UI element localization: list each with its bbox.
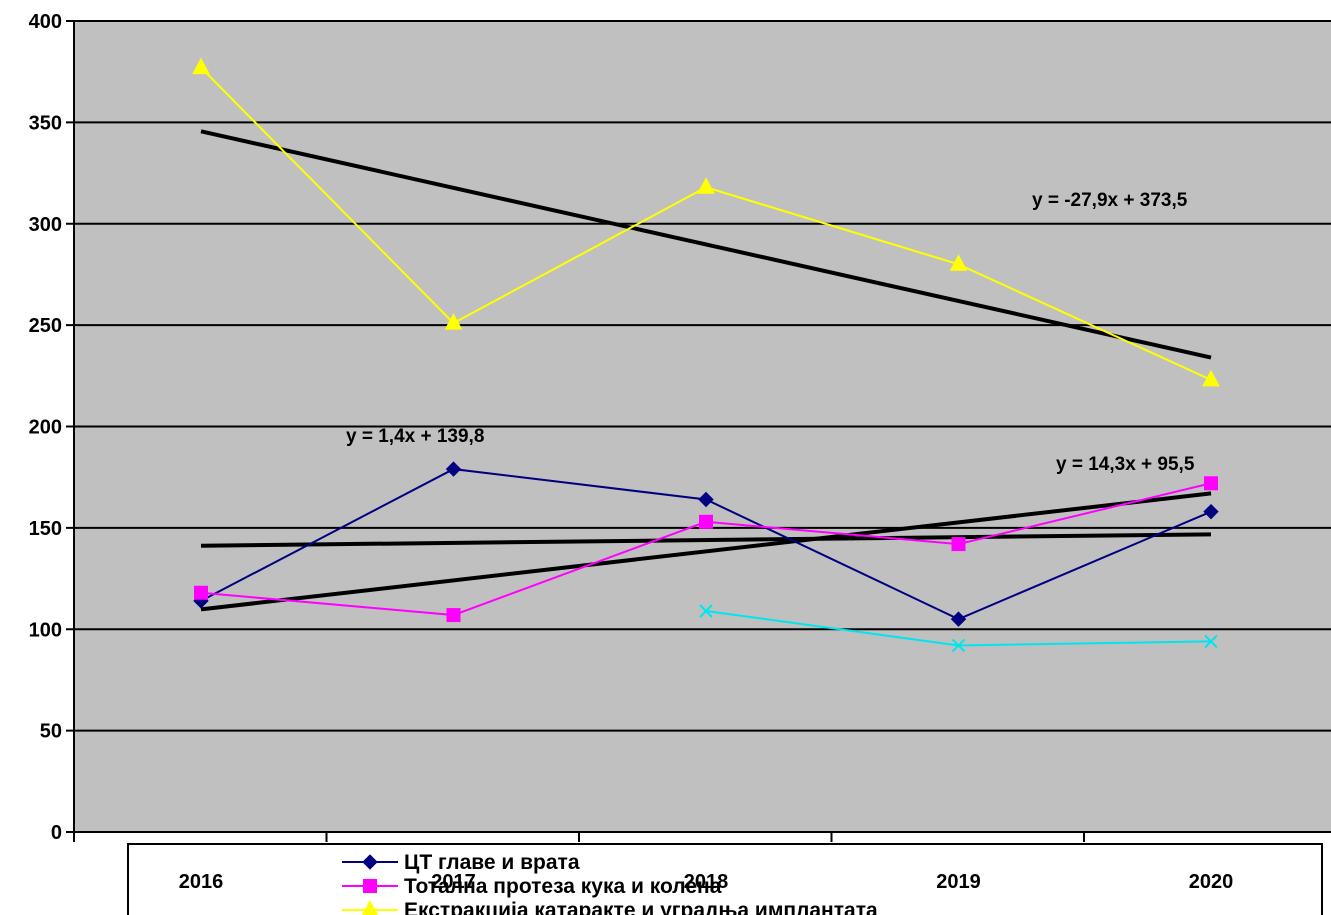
marker-s3-2019: [951, 638, 966, 653]
trendline-equation-1: y = 1,4x + 139,8: [346, 426, 484, 447]
series-markers: [192, 57, 1220, 653]
y-tick-label-250: 250: [29, 315, 62, 337]
trendlines: [200, 129, 1212, 612]
x-tick-label-overlay-2020: 2020: [1189, 871, 1234, 893]
trendline-2: [200, 491, 1212, 612]
legend-label-1: Тотална протеза кука и колена: [404, 875, 722, 898]
marker-s1-2019: [951, 537, 966, 552]
marker-s0-2017: [445, 461, 462, 477]
marker-s0-2018: [698, 491, 714, 508]
axes: [66, 21, 1331, 842]
marker-s2-2019: [949, 254, 968, 271]
marker-s1-2020: [1204, 476, 1218, 491]
x-tick-label-overlay-2017: 2017: [431, 871, 476, 893]
marker-s1-2018: [699, 514, 713, 529]
marker-s0-2019: [950, 611, 967, 627]
marker-s2-2020: [1202, 369, 1220, 387]
trendline-equation-0: y = -27,9x + 373,5: [1032, 190, 1188, 211]
y-tick-label-400: 400: [29, 11, 62, 33]
y-tick-label-100: 100: [29, 619, 62, 641]
legend-label-0: ЦТ главе и врата: [404, 851, 580, 874]
y-tick-label-50: 50: [40, 721, 62, 743]
legend-box: [127, 843, 1323, 915]
trendline-1: [200, 532, 1212, 548]
marker-s3-2020: [1204, 634, 1218, 649]
marker-s0-2020: [1203, 503, 1219, 520]
trendline-equation-2: y = 14,3x + 95,5: [1056, 454, 1195, 475]
y-axis-ticks: 0 50 100 150 200 250 300 350 400: [29, 11, 74, 844]
trendline-0: [200, 129, 1212, 360]
legend-marker-0: [362, 854, 378, 870]
legend: 2016 2017 2018 2019 2020 ЦТ главе и вратаТота…: [127, 843, 1323, 915]
y-tick-label-0: 0: [51, 822, 62, 844]
y-tick-label-350: 350: [29, 112, 62, 134]
y-tick-label-150: 150: [29, 518, 62, 540]
trendline-equations: y = -27,9x + 373,5 y = 1,4x + 139,8 y = 14…: [346, 190, 1195, 475]
marker-s2-2016: [192, 57, 210, 75]
marker-s1-2016: [194, 585, 208, 600]
marker-s1-2017: [446, 608, 461, 623]
legend-marker-1: [363, 879, 377, 893]
x-tick-label-overlay-2016: 2016: [179, 871, 224, 893]
marker-s3-2018: [699, 604, 713, 618]
legend-label-2: Екстракција катаракте и уградња импланта…: [404, 899, 878, 915]
y-tick-label-300: 300: [29, 214, 62, 236]
legend-marker-2: [361, 899, 379, 915]
marker-s2-2018: [697, 177, 715, 194]
y-tick-label-200: 200: [29, 417, 62, 439]
marker-s2-2017: [444, 313, 463, 330]
x-tick-label-overlay-2019: 2019: [936, 871, 981, 893]
x-tick-label-overlay-2018: 2018: [684, 871, 729, 893]
